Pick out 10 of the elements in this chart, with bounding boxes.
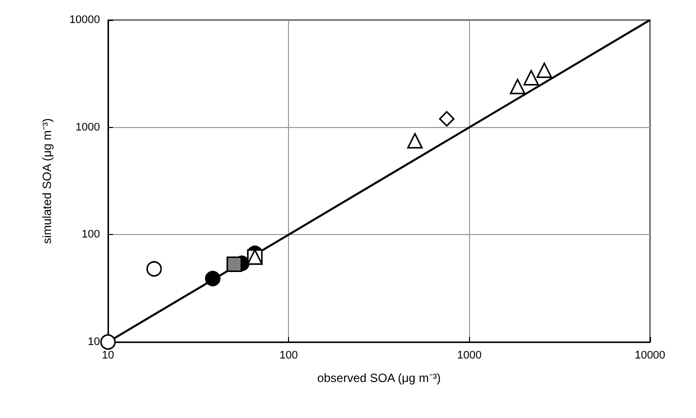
y-axis-title: simulated SOA (μg m⁻³) — [40, 118, 54, 244]
x-tick-label: 1000 — [457, 350, 482, 362]
x-tick-label: 100 — [279, 350, 298, 362]
y-tick-label: 100 — [82, 228, 100, 241]
y-tick-label: 10 — [88, 336, 100, 348]
x-axis-title: observed SOA (μg m⁻³) — [317, 371, 441, 385]
y-tick-label: 1000 — [76, 121, 100, 134]
x-tick-label: 10000 — [634, 350, 666, 362]
y-tick-label: 10000 — [69, 14, 100, 26]
x-tick-label: 10 — [102, 350, 114, 362]
